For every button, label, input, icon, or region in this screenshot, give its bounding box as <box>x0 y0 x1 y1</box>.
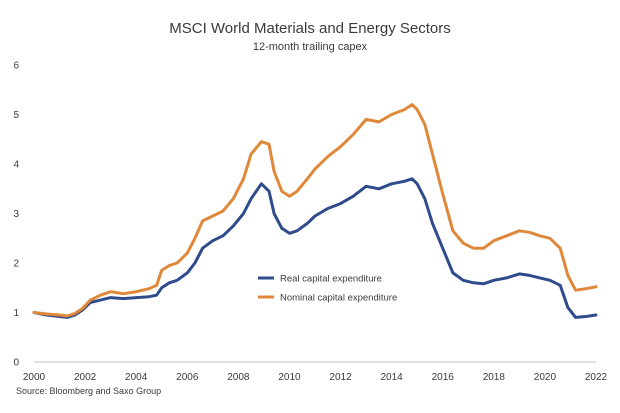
x-tick-label: 2022 <box>585 372 608 383</box>
y-tick-label: 5 <box>13 110 19 121</box>
y-tick-label: 6 <box>13 61 19 72</box>
chart-title: MSCI World Materials and Energy Sectors <box>169 20 451 37</box>
legend-label-real: Real capital expenditure <box>280 274 382 285</box>
x-tick-label: 2002 <box>74 372 97 383</box>
x-tick-label: 2010 <box>278 372 301 383</box>
x-tick-label: 2014 <box>381 372 404 383</box>
series-line-real <box>32 177 598 319</box>
legend: Real capital expenditure Nominal capital … <box>258 274 397 304</box>
series-line-nominal <box>32 103 598 318</box>
x-tick-label: 2016 <box>432 372 455 383</box>
x-tick-label: 2018 <box>483 372 506 383</box>
y-tick-label: 0 <box>13 358 19 369</box>
y-tick-label: 2 <box>13 259 19 270</box>
x-tick-label: 2004 <box>125 372 148 383</box>
series-lines <box>32 103 598 319</box>
legend-label-nominal: Nominal capital expenditure <box>280 293 397 304</box>
x-tick-label: 2020 <box>534 372 557 383</box>
x-tick-label: 2000 <box>23 372 46 383</box>
x-tick-label: 2006 <box>176 372 199 383</box>
y-tick-label: 1 <box>13 308 19 319</box>
x-tick-label: 2012 <box>329 372 352 383</box>
y-tick-label: 3 <box>13 209 19 220</box>
x-axis-ticks: 2000 2002 2004 2006 2008 2010 2012 2014 2016 2018… <box>23 372 608 383</box>
y-tick-label: 4 <box>13 160 19 171</box>
x-tick-label: 2008 <box>227 372 250 383</box>
chart-subtitle: 12-month trailing capex <box>252 41 368 53</box>
source-note: Source: Bloomberg and Saxo Group <box>16 386 162 396</box>
y-axis-ticks: 0 1 2 3 4 5 6 <box>13 61 19 369</box>
